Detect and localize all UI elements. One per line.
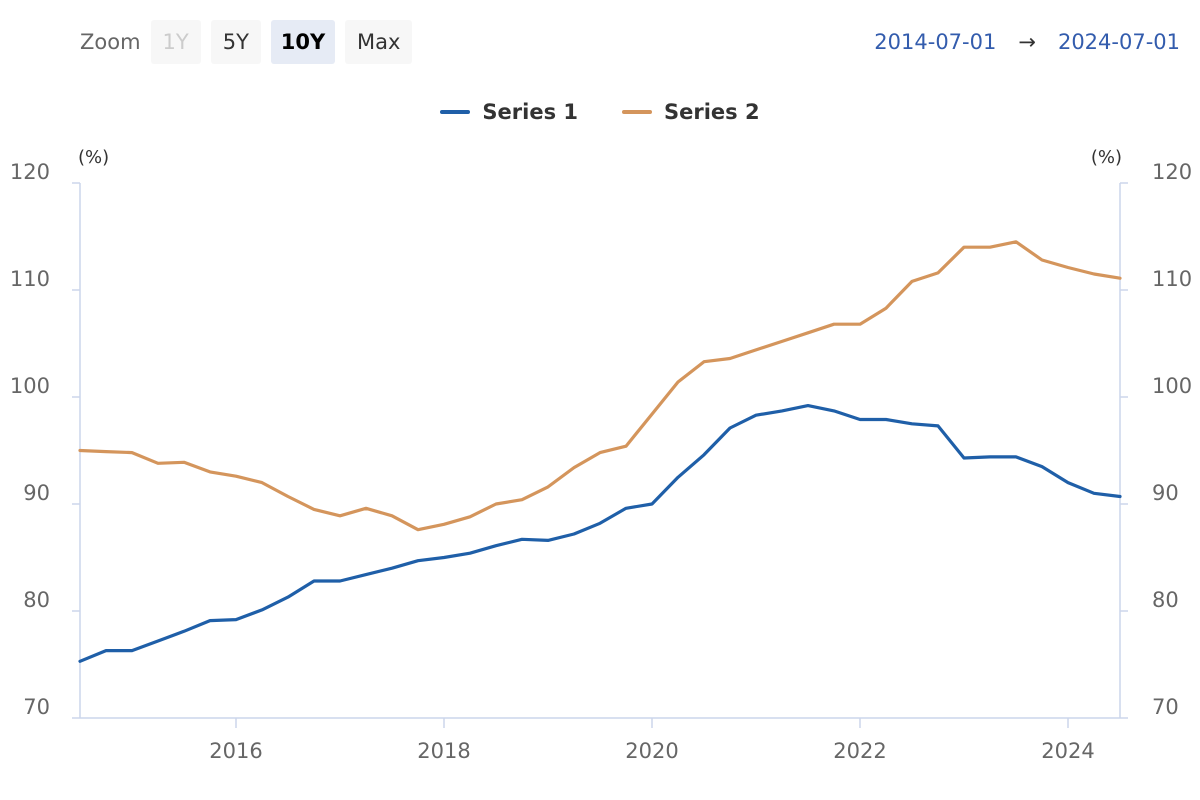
arrow-right-icon: → (1018, 30, 1036, 54)
y-tick-label-left: 80 (23, 588, 50, 612)
x-tick-label: 2020 (625, 739, 678, 763)
y-tick-label-left: 110 (10, 267, 50, 291)
y-tick-label-left: 90 (23, 481, 50, 505)
y-tick-label-right: 90 (1152, 481, 1179, 505)
legend-label-series-1: Series 1 (482, 100, 578, 124)
legend-label-series-2: Series 2 (664, 100, 760, 124)
x-tick-label: 2024 (1041, 739, 1094, 763)
range-from-input[interactable]: 2014-07-01 (874, 30, 997, 54)
legend: Series 1 Series 2 (0, 100, 1200, 124)
y-tick-label-right: 80 (1152, 588, 1179, 612)
x-tick-label: 2018 (417, 739, 470, 763)
y-axis-unit-left: (%) (78, 147, 109, 168)
range-to-input[interactable]: 2024-07-01 (1057, 30, 1180, 54)
x-tick-label: 2022 (833, 739, 886, 763)
y-tick-label-left: 100 (10, 374, 50, 398)
date-range: 2014-07-01 → 2024-07-01 (874, 20, 1180, 64)
legend-swatch-series-2 (622, 110, 652, 114)
zoom-5y-button[interactable]: 5Y (210, 20, 261, 64)
y-tick-label-right: 100 (1152, 374, 1192, 398)
y-tick-label-right: 110 (1152, 267, 1192, 291)
y-axis-unit-right: (%) (1091, 147, 1122, 168)
zoom-max-button[interactable]: Max (344, 20, 413, 64)
range-selector: Zoom 1Y 5Y 10Y Max (80, 20, 422, 64)
legend-item-series-2[interactable]: Series 2 (622, 100, 760, 124)
y-tick-label-left: 120 (10, 160, 50, 184)
legend-item-series-1[interactable]: Series 1 (440, 100, 578, 124)
y-tick-label-right: 120 (1152, 160, 1192, 184)
y-tick-label-right: 70 (1152, 695, 1179, 719)
zoom-10y-button[interactable]: 10Y (270, 20, 335, 64)
zoom-1y-button[interactable]: 1Y (150, 20, 201, 64)
series-line-1 (78, 404, 1122, 663)
y-tick-label-left: 70 (23, 695, 50, 719)
legend-swatch-series-1 (440, 110, 471, 114)
x-tick-label: 2016 (209, 739, 262, 763)
zoom-label: Zoom (80, 30, 141, 54)
series-line-2 (78, 240, 1122, 532)
